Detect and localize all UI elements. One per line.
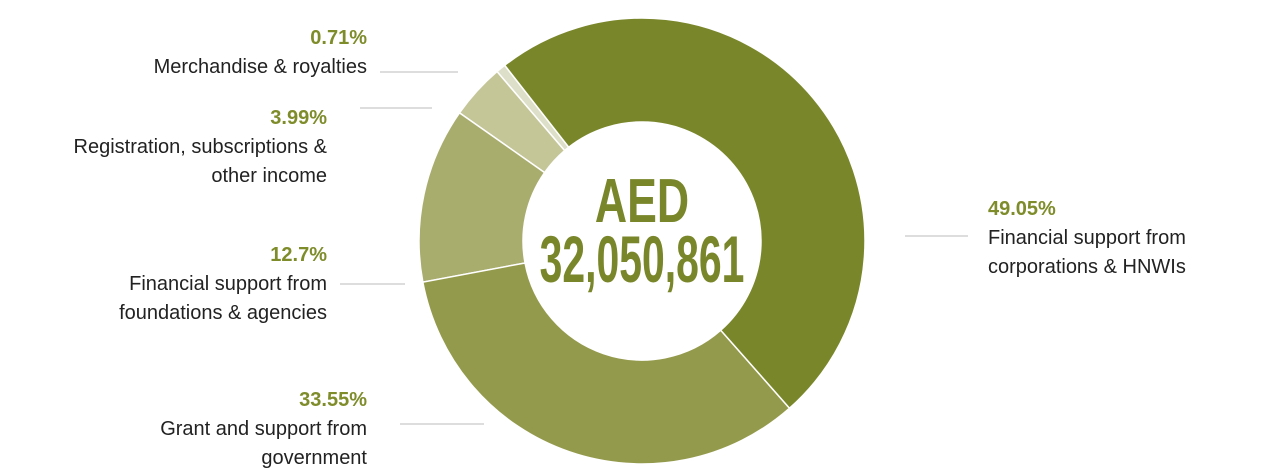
percent-label: 3.99%	[270, 107, 327, 129]
category-label: Grant and support from government	[160, 418, 367, 469]
category-label: Financial support from corporations & HN…	[988, 227, 1186, 278]
slice	[421, 262, 791, 465]
percent-label: 0.71%	[310, 27, 367, 49]
slice-label: 49.05% Financial support from corporation…	[988, 195, 1248, 282]
center-label: AED	[595, 167, 689, 236]
category-label: Merchandise & royalties	[153, 56, 367, 78]
slice	[503, 17, 866, 410]
category-label: Financial support from foundations & age…	[119, 273, 327, 324]
slice-label: 0.71% Merchandise & royalties	[67, 24, 367, 82]
slice-label: 3.99% Registration, subscriptions & other…	[27, 104, 327, 191]
slice-label: 33.55% Grant and support from government	[97, 386, 367, 473]
category-label: Registration, subscriptions & other inco…	[73, 136, 327, 187]
slice	[418, 111, 546, 284]
percent-label: 49.05%	[988, 198, 1056, 220]
slice-label: 12.7% Financial support from foundations …	[77, 241, 327, 328]
center-value: 32,050,861	[540, 222, 745, 297]
percent-label: 12.7%	[270, 244, 327, 266]
slice	[458, 70, 566, 174]
percent-label: 33.55%	[299, 389, 367, 411]
